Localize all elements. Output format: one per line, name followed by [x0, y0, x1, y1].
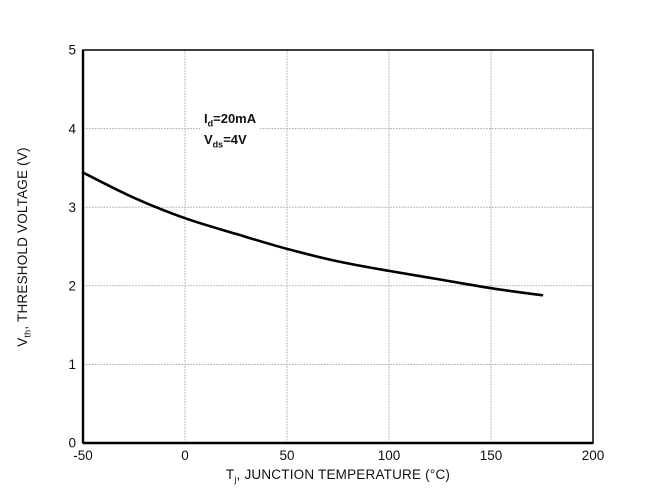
annotation-line-2: Vds=4V: [204, 129, 256, 150]
x-axis-title: Tj, JUNCTION TEMPERATURE (°C): [138, 467, 538, 485]
annotation-line-1-value: =20mA: [213, 111, 257, 126]
y-tick-label: 0: [68, 436, 76, 451]
x-axis-title-text: , JUNCTION TEMPERATURE (°C): [236, 467, 451, 482]
annotation-line-2-value: =4V: [223, 132, 247, 147]
x-tick-label: -50: [73, 448, 93, 463]
y-axis-title-text: , THRESHOLD VOLTAGE (V): [15, 147, 30, 330]
y-tick-label: 1: [68, 357, 76, 372]
x-axis-title-symbol: T: [225, 467, 235, 482]
annotation-line-1-symbol: I: [204, 111, 208, 126]
x-tick-label: 100: [378, 448, 401, 463]
y-axis-title: Vth, THRESHOLD VOLTAGE (V): [15, 47, 33, 447]
annotation-line-2-subscript: ds: [212, 139, 224, 150]
annotation-line-1-subscript: d: [207, 118, 214, 129]
plot-frame: [82, 49, 594, 444]
y-axis-title-symbol: V: [15, 337, 30, 347]
y-tick-label: 4: [68, 121, 76, 136]
y-tick-label: 5: [68, 43, 76, 58]
y-axis-title-subscript: th: [22, 329, 33, 338]
annotation-line-2-symbol: V: [204, 132, 213, 147]
x-tick-label: 50: [279, 448, 294, 463]
annotation-line-1: Id=20mA: [204, 108, 256, 129]
condition-annotation: Id=20mA Vds=4V: [200, 108, 261, 150]
y-tick-label: 2: [68, 279, 76, 294]
x-tick-label: 0: [181, 448, 189, 463]
data-curve: [81, 171, 544, 297]
x-axis-title-subscript: j: [234, 474, 237, 485]
x-tick-label: 200: [582, 448, 605, 463]
y-tick-label: 3: [68, 200, 76, 215]
x-tick-label: 150: [480, 448, 503, 463]
